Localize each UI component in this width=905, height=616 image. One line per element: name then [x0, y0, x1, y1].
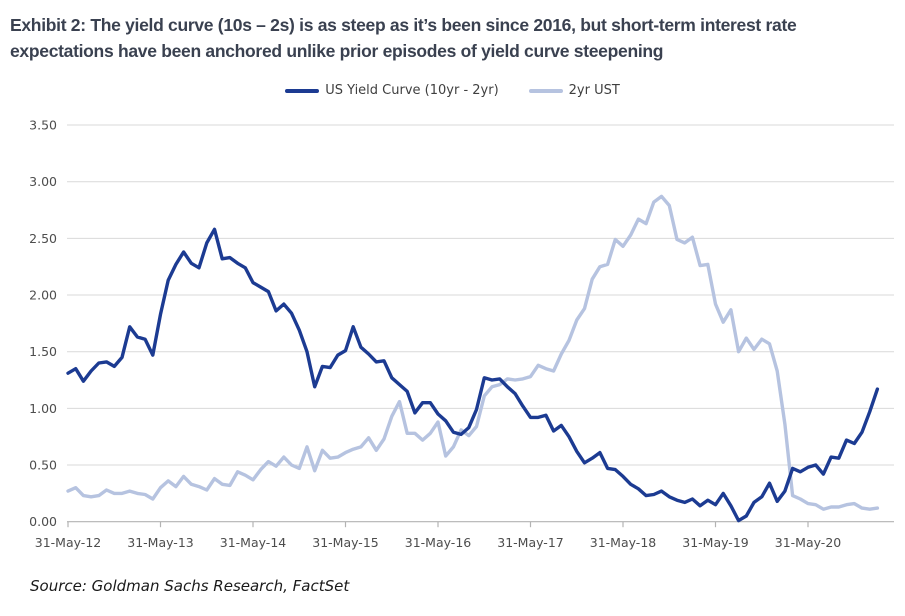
x-axis-tick-label: 31-May-12	[35, 535, 101, 550]
y-axis-tick-label: 3.50	[29, 118, 57, 133]
x-axis-tick-label: 31-May-18	[590, 535, 657, 550]
yield-curve-line-swatch	[285, 88, 320, 93]
legend-item-2yr-ust: 2yr UST	[528, 83, 620, 98]
x-axis-tick-label: 31-May-15	[312, 535, 378, 550]
y-axis-tick-label: 0.50	[29, 458, 57, 473]
y-axis-tick-label: 1.00	[29, 401, 57, 416]
y-axis-tick-label: 1.50	[29, 344, 57, 359]
y-axis-tick-label: 2.50	[29, 231, 57, 246]
y-axis-tick-label: 2.00	[29, 288, 57, 303]
x-axis-tick-label: 31-May-14	[220, 535, 287, 550]
chart-legend: US Yield Curve (10yr - 2yr) 2yr UST	[0, 83, 905, 98]
legend-label-yield-curve: US Yield Curve (10yr - 2yr)	[325, 83, 499, 98]
exhibit-title-line2: expectations have been anchored unlike p…	[10, 41, 664, 62]
series-line-2yr-ust	[66, 194, 880, 511]
series-line-us-yield-curve-10yr-2yr	[66, 227, 880, 523]
x-axis-tick-label: 31-May-19	[682, 535, 749, 550]
x-axis-tick-label: 31-May-16	[405, 535, 472, 550]
y-axis-tick-label: 3.00	[29, 174, 57, 189]
2yr-ust-line-swatch	[528, 88, 563, 93]
x-axis-tick-label: 31-May-17	[497, 535, 563, 550]
legend-label-2yr-ust: 2yr UST	[568, 83, 620, 98]
x-axis-tick-label: 31-May-13	[127, 535, 193, 550]
source-note: Source: Goldman Sachs Research, FactSet	[30, 577, 350, 595]
x-axis-tick-label: 31-May-20	[775, 535, 842, 550]
legend-item-yield-curve: US Yield Curve (10yr - 2yr)	[285, 83, 499, 98]
exhibit-title: Exhibit 2: The yield curve (10s – 2s) is…	[10, 12, 900, 65]
y-axis-tick-label: 0.00	[29, 514, 57, 529]
exhibit-title-line1: Exhibit 2: The yield curve (10s – 2s) is…	[10, 15, 797, 35]
